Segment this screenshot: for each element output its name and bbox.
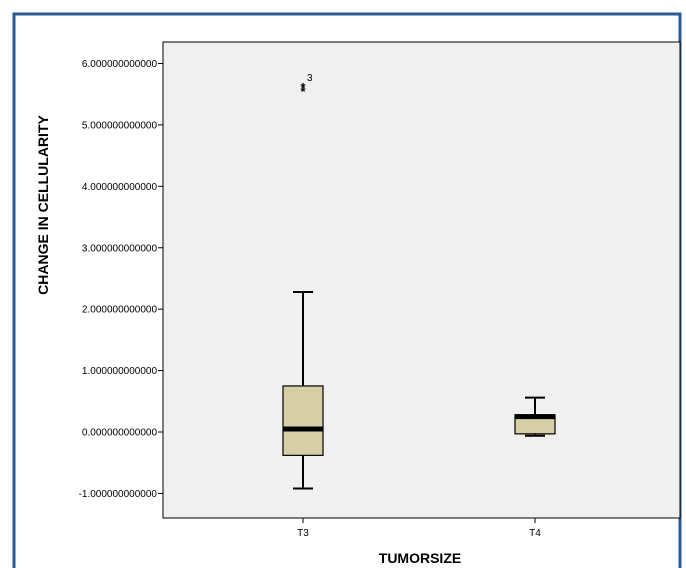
iqr-box [282, 385, 324, 456]
outlier-star-icon: * [300, 84, 306, 99]
y-tick-label: 2.000000000000 [82, 305, 158, 316]
x-tick-label: T4 [529, 528, 541, 539]
plot-area [162, 41, 681, 519]
y-tick-label: 4.000000000000 [82, 182, 158, 193]
y-tick-label: 0.000000000000 [82, 428, 158, 439]
y-tick-label: 1.000000000000 [82, 366, 158, 377]
outlier-star-icon: * [300, 80, 306, 95]
box-t4 [514, 396, 556, 437]
y-tick-label: 6.000000000000 [82, 59, 158, 70]
y-axis: -1.000000000000 0.000000000000 1.000000000… [79, 59, 163, 500]
outlier-case-label: 3 [307, 73, 313, 84]
x-tick-label: T3 [297, 528, 309, 539]
y-tick-label: -1.000000000000 [79, 489, 158, 500]
boxplot-series: *3* [282, 73, 556, 490]
x-axis: T3 T4 [297, 518, 541, 539]
box-t3: *3* [282, 73, 324, 490]
y-tick-label: 5.000000000000 [82, 120, 158, 131]
y-axis-title: CHANGE IN CELLULARITY [35, 115, 51, 295]
y-tick-label: 3.000000000000 [82, 243, 158, 254]
x-axis-title: TUMORSIZE [379, 550, 461, 566]
